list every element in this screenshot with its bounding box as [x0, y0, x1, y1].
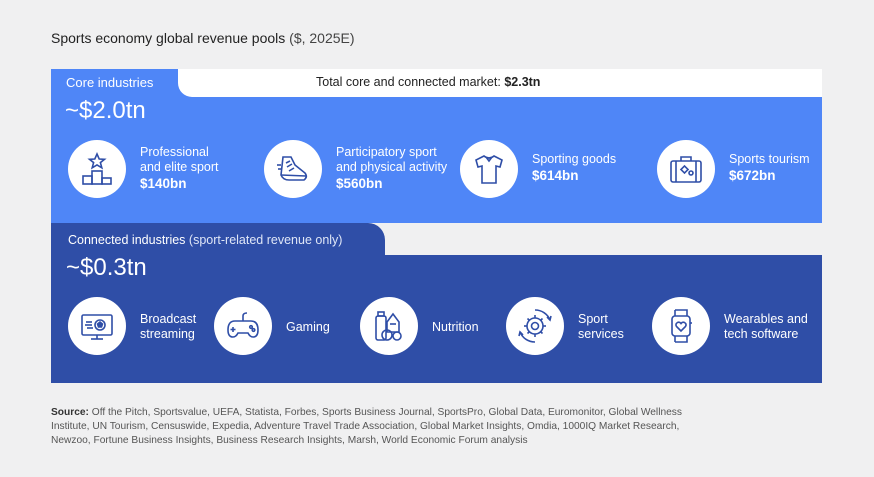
total-label: Total core and connected market:: [316, 75, 501, 89]
item-value: $560bn: [336, 176, 383, 191]
smartwatch-icon: [652, 297, 710, 355]
item-value: $614bn: [532, 168, 579, 183]
item-label-line1: Broadcast: [140, 312, 197, 326]
gear-icon: [506, 297, 564, 355]
tv-icon: [68, 297, 126, 355]
nutrition-icon: [360, 297, 418, 355]
item-label-line1: Sporting goods: [532, 152, 617, 166]
connected-industries-label: Connected industries (sport-related reve…: [68, 233, 342, 247]
item-value: $672bn: [729, 168, 776, 183]
suitcase-icon: [657, 140, 715, 198]
item-label-line2: services: [578, 327, 624, 341]
running-shoe-icon: [264, 140, 322, 198]
item-sports-tourism: Sports tourism $672bn: [729, 152, 810, 183]
item-label-line1: Nutrition: [432, 320, 479, 334]
source-text: Off the Pitch, Sportsvalue, UEFA, Statis…: [51, 407, 682, 446]
item-professional-sport: Professional and elite sport $140bn: [140, 145, 219, 191]
item-sport-services: Sport services: [578, 312, 624, 342]
core-industries-value: ~$2.0tn: [65, 97, 146, 124]
total-market-text: Total core and connected market: $2.3tn: [316, 75, 540, 89]
source-note: Source: Off the Pitch, Sportsvalue, UEFA…: [51, 406, 691, 448]
item-wearables: Wearables and tech software: [724, 312, 808, 342]
item-broadcast-streaming: Broadcast streaming: [140, 312, 196, 342]
gamepad-icon: [214, 297, 272, 355]
jersey-icon: [460, 140, 518, 198]
title-unit: ($, 2025E): [289, 30, 355, 46]
core-industries-tab: [51, 69, 181, 95]
item-label-line1: Wearables and: [724, 312, 808, 326]
connected-industries-value: ~$0.3tn: [66, 254, 147, 281]
item-label-line2: and physical activity: [336, 160, 448, 174]
item-label-line2: streaming: [140, 327, 195, 341]
podium-icon: [68, 140, 126, 198]
item-label-line2: tech software: [724, 327, 799, 341]
item-value: $140bn: [140, 176, 187, 191]
item-label-line2: and elite sport: [140, 160, 219, 174]
total-market-bar: [178, 69, 822, 97]
core-industries-label: Core industries: [66, 75, 154, 90]
item-gaming: Gaming: [286, 320, 330, 335]
item-label-line1: Professional: [140, 145, 209, 159]
item-sporting-goods: Sporting goods $614bn: [532, 152, 616, 183]
total-value: $2.3tn: [504, 75, 541, 89]
connected-label-sub: (sport-related revenue only): [188, 233, 343, 247]
title-main: Sports economy global revenue pools: [51, 30, 286, 46]
item-participatory-sport: Participatory sport and physical activit…: [336, 145, 447, 191]
source-label: Source:: [51, 407, 89, 418]
connected-label-main: Connected industries: [68, 233, 186, 247]
connected-industries-tab: [51, 223, 385, 257]
item-label-line1: Sport: [578, 312, 608, 326]
item-label-line1: Sports tourism: [729, 152, 810, 166]
item-nutrition: Nutrition: [432, 320, 479, 335]
item-label-line1: Participatory sport: [336, 145, 437, 159]
chart-title: Sports economy global revenue pools ($, …: [51, 30, 355, 46]
item-label-line1: Gaming: [286, 320, 330, 334]
